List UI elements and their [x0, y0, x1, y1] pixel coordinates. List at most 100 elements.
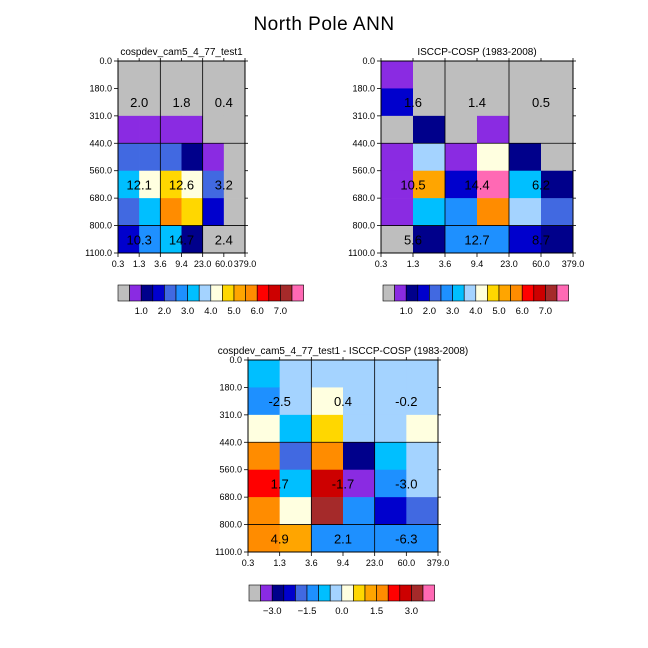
colorbar-swatch	[164, 284, 177, 302]
y-tick-label: 560.0	[219, 465, 242, 475]
data-label: 1.7	[271, 476, 289, 491]
heatmap-cell	[413, 225, 446, 254]
heatmap-cell	[541, 198, 574, 226]
heatmap-cell	[413, 143, 446, 172]
heatmap-cell	[181, 115, 203, 144]
heatmap-cell	[160, 143, 182, 172]
heatmap-cell	[509, 61, 542, 89]
heatmap-cell	[139, 170, 161, 199]
y-tick-label: 0.0	[362, 56, 375, 66]
heatmap-cell	[118, 170, 140, 199]
heatmap-cell	[160, 61, 182, 89]
heatmap-cell	[139, 61, 161, 89]
y-tick-label: 440.0	[219, 437, 242, 447]
colorbar-swatch	[429, 284, 442, 302]
heatmap-cell	[160, 170, 182, 199]
colorbar-swatch	[417, 284, 430, 302]
colorbar-swatch	[475, 284, 488, 302]
x-tick-label: 60.0	[398, 558, 416, 568]
heatmap-cell	[311, 497, 344, 525]
colorbar-swatch	[245, 284, 258, 302]
data-label: 2.0	[130, 95, 148, 110]
colorbar-swatch	[280, 284, 293, 302]
heatmap-cell	[509, 170, 542, 199]
heatmap-cell	[406, 387, 439, 416]
heatmap-cell	[118, 143, 140, 172]
heatmap-cell	[118, 88, 140, 117]
heatmap-cell	[311, 469, 344, 498]
heatmap-cell	[413, 115, 446, 144]
data-label: 3.2	[215, 177, 233, 192]
data-label: 10.3	[127, 232, 152, 247]
data-label: 14.4	[464, 177, 489, 192]
y-tick-label: 440.0	[352, 138, 375, 148]
data-label: -2.5	[268, 394, 290, 409]
heatmap-cell	[477, 225, 510, 254]
colorbar-3: −3.0 −1.5 0.0 1.5 3.0	[248, 584, 435, 617]
heatmap-cell	[160, 115, 182, 144]
heatmap-cell	[343, 524, 375, 553]
x-tick-label: 379.0	[427, 558, 450, 568]
x-tick-label: 9.4	[175, 259, 188, 269]
heatmap-cell	[279, 524, 312, 553]
heatmap-cell	[406, 524, 439, 553]
heatmap-cell	[541, 170, 574, 199]
heatmap-cell	[445, 225, 478, 254]
heatmap-cell	[223, 225, 246, 254]
heatmap-cell	[311, 414, 344, 443]
heatmap-cell	[139, 88, 161, 117]
colorbar-swatch	[248, 584, 261, 602]
x-tick-label: 3.6	[439, 259, 452, 269]
heatmap-cell	[381, 61, 414, 89]
colorbar-label: 3.0	[446, 306, 459, 317]
heatmap-cell	[223, 170, 246, 199]
colorbar-label: 1.0	[400, 306, 413, 317]
heatmap-cell	[118, 61, 140, 89]
x-tick-label: 0.3	[242, 558, 255, 568]
heatmap-cell	[381, 225, 414, 254]
heatmap-cell	[445, 115, 478, 144]
colorbar-swatch	[510, 284, 523, 302]
colorbar-label: −3.0	[263, 606, 282, 617]
heatmap-cell	[509, 225, 542, 254]
heatmap-cell	[118, 225, 140, 254]
heatmap-cell	[406, 360, 439, 388]
colorbar-swatch	[233, 284, 246, 302]
heatmap-cell	[445, 88, 478, 117]
y-tick-label: 310.0	[89, 111, 112, 121]
heatmap-cell	[202, 143, 225, 172]
colorbar-swatch	[394, 284, 407, 302]
y-tick-label: 0.0	[229, 355, 242, 365]
heatmap-cell	[381, 198, 414, 226]
colorbar-2: 1.0 2.0 3.0 4.0 5.0 6.0 7.0	[382, 284, 569, 317]
heatmap-cell	[311, 387, 344, 416]
heatmap-cell	[248, 442, 280, 471]
heatmap-cell	[181, 88, 203, 117]
colorbar-swatch	[521, 284, 535, 302]
colorbar-swatch	[376, 584, 389, 602]
heatmap-cell	[202, 198, 225, 226]
colorbar-swatch	[283, 584, 296, 602]
y-tick-label: 310.0	[219, 410, 242, 420]
heatmap-cell	[541, 115, 574, 144]
colorbar-label: −1.5	[298, 606, 317, 617]
x-tick-label: 60.0	[532, 259, 550, 269]
data-label: 2.4	[215, 232, 233, 247]
heatmap-cell	[160, 225, 182, 254]
colorbar-swatch	[422, 584, 435, 602]
colorbar-swatch	[556, 284, 569, 302]
colorbar-swatch	[129, 284, 142, 302]
heatmap-cell	[223, 198, 246, 226]
colorbar-1: 1.0 2.0 3.0 4.0 5.0 6.0 7.0	[117, 284, 304, 317]
panel-title: cospdev_cam5_4_77_test1	[120, 47, 243, 58]
heatmap-cell	[248, 524, 280, 553]
y-tick-label: 800.0	[219, 520, 242, 530]
data-label: 2.1	[334, 531, 352, 546]
colorbar-swatch	[399, 584, 412, 602]
colorbar-label: 5.0	[227, 306, 240, 317]
colorbar-swatch	[498, 284, 511, 302]
x-tick-label: 1.3	[133, 259, 146, 269]
heatmap-cell	[181, 143, 203, 172]
x-tick-label: 9.4	[337, 558, 350, 568]
colorbar-swatch	[306, 584, 319, 602]
